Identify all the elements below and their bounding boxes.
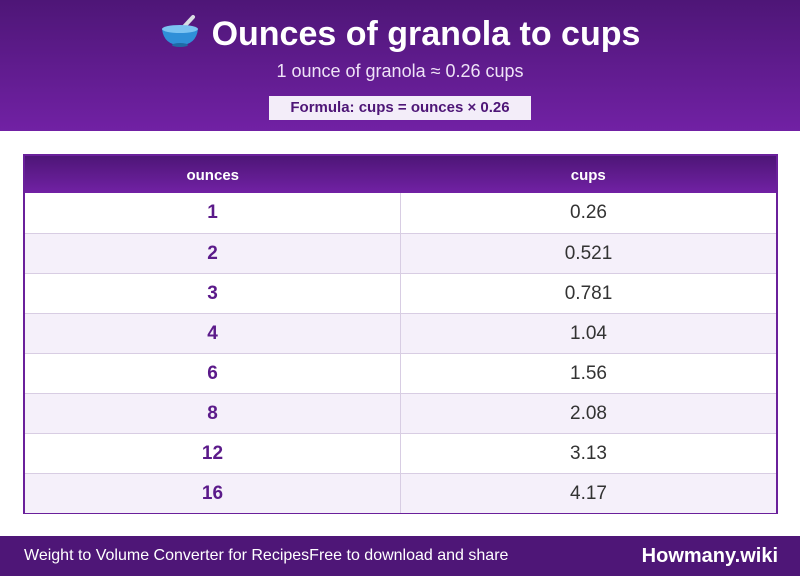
page-footer: Weight to Volume Converter for RecipesFr… [0,536,800,576]
cups-cell: 3.13 [570,443,607,464]
table-row: 8 2.08 [25,393,776,433]
page-subtitle: 1 ounce of granola ≈ 0.26 cups [276,61,524,81]
ounces-cell: 6 [25,354,401,393]
footer-tagline: Weight to Volume Converter for RecipesFr… [24,547,509,564]
cups-cell: 0.781 [564,283,613,304]
cups-cell: 1.56 [570,363,607,384]
column-header-cups: cups [570,167,606,184]
table-body: 1 0.26 2 0.521 3 0.781 4 1.04 6 1.56 8 2… [25,193,776,513]
cups-cell: 2.08 [570,403,607,424]
cups-cell: 4.17 [570,483,607,504]
table-row: 2 0.521 [25,233,776,273]
page-header: Ounces of granola to cups 1 ounce of gra… [0,0,800,131]
table-row: 1 0.26 [25,193,776,233]
cups-cell: 0.521 [564,243,613,264]
formula-badge: Formula: cups = ounces × 0.26 [269,96,531,120]
ounces-cell: 12 [25,434,401,473]
page-title: Ounces of granola to cups [0,12,800,59]
table-row: 12 3.13 [25,433,776,473]
title-text: Ounces of granola to cups [211,15,641,53]
table-row: 4 1.04 [25,313,776,353]
table-row: 6 1.56 [25,353,776,393]
ounces-cell: 2 [25,234,401,273]
ounces-cell: 16 [25,474,401,513]
bowl-with-spoon-icon [160,14,200,59]
ounces-cell: 1 [25,193,401,233]
table-row: 16 4.17 [25,473,776,513]
ounces-cell: 4 [25,314,401,353]
column-header-ounces: ounces [186,167,239,184]
table-row: 3 0.781 [25,273,776,313]
ounces-cell: 3 [25,274,401,313]
conversion-table: ounces cups 1 0.26 2 0.521 3 0.781 4 1.0… [23,154,778,514]
ounces-cell: 8 [25,394,401,433]
cups-cell: 1.04 [570,323,607,344]
cups-cell: 0.26 [570,202,607,223]
brand-link[interactable]: Howmany.wiki [641,545,778,567]
table-header-row: ounces cups [25,156,776,193]
